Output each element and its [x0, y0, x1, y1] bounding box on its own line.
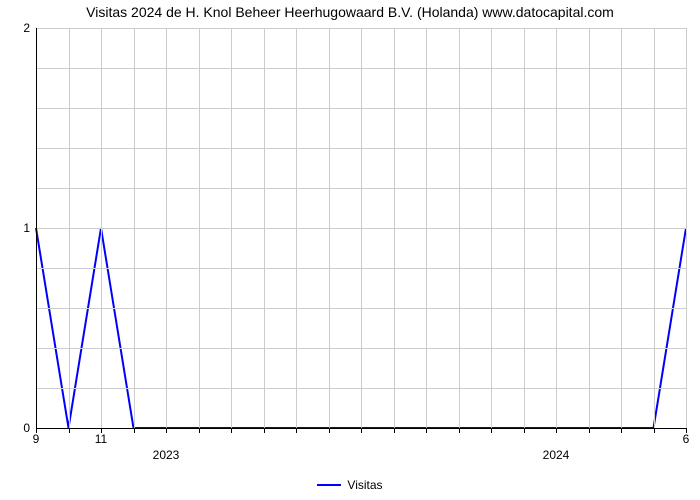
- grid-line-v: [166, 28, 167, 428]
- x-minor-tick: [426, 428, 427, 433]
- y-tick-label: 2: [23, 21, 36, 35]
- legend: Visitas: [0, 477, 700, 492]
- x-tick-label: 9: [33, 428, 40, 446]
- grid-line-v: [524, 28, 525, 428]
- grid-line-v: [491, 28, 492, 428]
- x-minor-tick: [654, 428, 655, 433]
- x-minor-tick: [231, 428, 232, 433]
- chart-title: Visitas 2024 de H. Knol Beheer Heerhugow…: [0, 4, 700, 20]
- grid-line-v: [556, 28, 557, 428]
- grid-line-v: [426, 28, 427, 428]
- plot-area: 012911620232024: [36, 28, 686, 428]
- x-minor-tick: [329, 428, 330, 433]
- grid-line-v: [296, 28, 297, 428]
- y-axis-line: [36, 28, 37, 428]
- grid-line-v: [199, 28, 200, 428]
- x-group-label: 2023: [153, 428, 180, 462]
- x-minor-tick: [134, 428, 135, 433]
- grid-line-v: [361, 28, 362, 428]
- x-minor-tick: [524, 428, 525, 433]
- x-minor-tick: [394, 428, 395, 433]
- x-minor-tick: [491, 428, 492, 433]
- x-minor-tick: [69, 428, 70, 433]
- grid-line-v: [69, 28, 70, 428]
- grid-line-v: [621, 28, 622, 428]
- x-minor-tick: [296, 428, 297, 433]
- grid-line-v: [264, 28, 265, 428]
- x-minor-tick: [361, 428, 362, 433]
- legend-label: Visitas: [347, 478, 382, 492]
- grid-line-v: [101, 28, 102, 428]
- x-tick-label: 6: [683, 428, 690, 446]
- chart-container: Visitas 2024 de H. Knol Beheer Heerhugow…: [0, 0, 700, 500]
- grid-line-v: [231, 28, 232, 428]
- x-group-label: 2024: [543, 428, 570, 462]
- grid-line-v: [329, 28, 330, 428]
- x-minor-tick: [589, 428, 590, 433]
- x-minor-tick: [199, 428, 200, 433]
- x-tick-label: 11: [95, 428, 107, 446]
- y-tick-label: 1: [23, 221, 36, 235]
- grid-line-v: [394, 28, 395, 428]
- x-minor-tick: [621, 428, 622, 433]
- grid-line-v: [654, 28, 655, 428]
- grid-line-v: [134, 28, 135, 428]
- x-minor-tick: [264, 428, 265, 433]
- x-minor-tick: [459, 428, 460, 433]
- grid-line-v: [686, 28, 687, 428]
- grid-line-v: [459, 28, 460, 428]
- legend-swatch: [317, 484, 341, 486]
- grid-line-v: [589, 28, 590, 428]
